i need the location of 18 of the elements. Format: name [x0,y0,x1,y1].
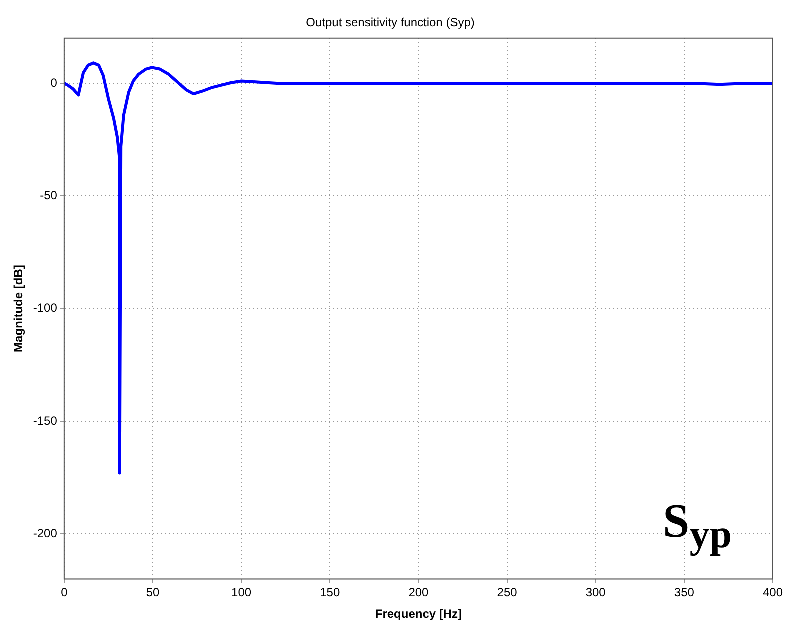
chart-title: Output sensitivity function (Syp) [306,16,475,30]
annotation: S$_{yp}$ [663,495,732,557]
y-tick-label: -100 [33,301,58,316]
x-tick-label: 150 [320,586,340,600]
x-tick-label: 200 [408,586,430,600]
x-tick-label: 100 [232,586,252,600]
y-tick-label: -200 [33,526,58,540]
y-tick-label: 0 [50,76,58,90]
x-tick-label: 0 [61,586,68,600]
y-axis-title: Magnitude [dB] [12,265,26,352]
x-tick-label: 250 [497,586,518,600]
y-tick-label: -150 [33,414,58,428]
x-tick-label: 350 [674,586,695,600]
x-tick-label: 50 [146,586,160,600]
x-tick-label: 300 [586,586,606,600]
x-tick-label: 400 [762,586,784,600]
x-axis-title: Frequency [Hz] [375,607,462,622]
y-tick-label: -50 [40,188,58,202]
